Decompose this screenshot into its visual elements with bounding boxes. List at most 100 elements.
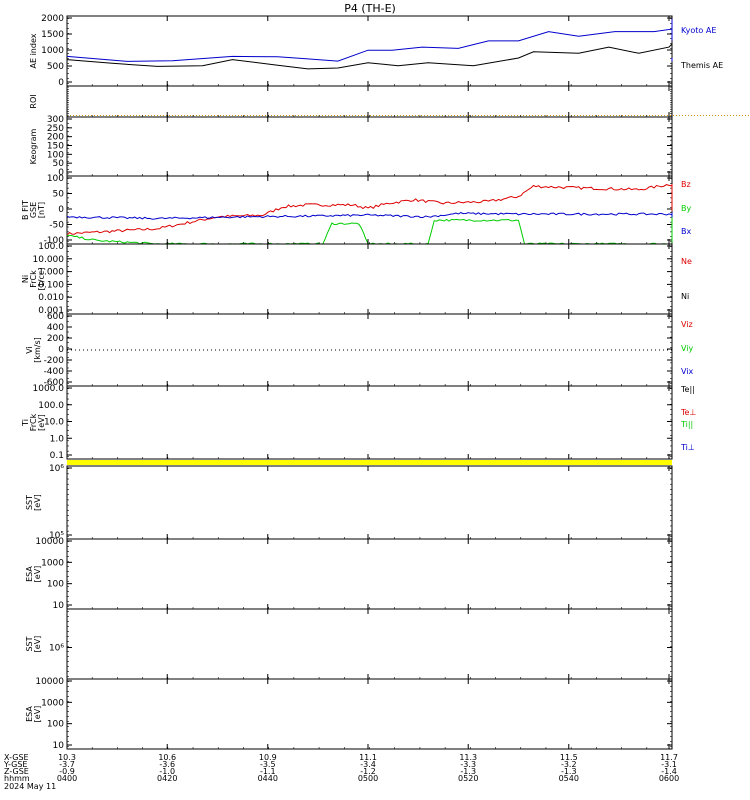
x-axis-row-label: hhmm — [4, 774, 30, 783]
y-tick-label: 100 — [47, 720, 64, 730]
coverage-bar — [67, 460, 672, 465]
panel-frame — [66, 175, 673, 245]
y-tick-label: 400 — [47, 323, 64, 333]
panel-esa1: ESA [eV] 10000 1000 100 10 — [25, 537, 673, 611]
y-tick-label: 0.001 — [38, 306, 64, 316]
y-tick-label: -600 — [44, 378, 65, 388]
y-tick-label: -100 — [44, 236, 65, 246]
y-tick-label: 100.0 — [38, 401, 64, 411]
x-tick-label: 11.7 — [660, 753, 678, 762]
x-tick-label: 0400 — [57, 774, 77, 783]
panel-frame — [66, 385, 673, 460]
y-axis-label: Ti — [21, 419, 30, 427]
series-line-by — [66, 216, 673, 245]
panel-frame — [66, 465, 673, 540]
panel-ni: Ni FrCk [1/cc]100.010.0001.0000.1000.0100.… — [21, 242, 692, 316]
y-axis-label: SST — [25, 636, 34, 651]
y-tick-label: 2000 — [41, 14, 64, 24]
x-tick-label: 11.5 — [560, 753, 578, 762]
panel-roi: ROI — [29, 85, 750, 118]
x-tick-label: -1.4 — [661, 767, 677, 776]
x-tick-label: -3.4 — [360, 760, 376, 769]
y-axis-label: [eV] — [37, 414, 46, 431]
y-axis-label: [km/s] — [33, 337, 42, 363]
y-axis-label: AE index — [29, 33, 38, 68]
y-tick-label: 100.0 — [38, 242, 64, 252]
x-tick-label: 10.6 — [158, 753, 176, 762]
panel-sst1: SST [eV] 10⁶ 10⁵ — [25, 464, 673, 541]
panel-frame — [66, 243, 673, 315]
series-line-themis-ae — [66, 40, 673, 70]
y-tick-label: -200 — [44, 356, 65, 366]
y-axis-label: [eV] — [33, 566, 42, 583]
y-tick-label: 10.0 — [44, 418, 64, 428]
x-tick-label: 0500 — [358, 774, 378, 783]
y-axis-label: [nT] — [37, 202, 46, 218]
x-tick-label: -3.2 — [561, 760, 577, 769]
y-axis-label: ROI — [29, 94, 38, 108]
y-tick-label: 300 — [47, 115, 64, 125]
y-axis-label: Ni — [21, 275, 30, 283]
y-axis-label: FrCk — [29, 413, 38, 431]
y-tick-label: 10000 — [35, 537, 64, 547]
x-tick-label: -1.0 — [159, 767, 175, 776]
y-axis-label: FrCk — [29, 270, 38, 288]
panel-frame — [66, 678, 673, 750]
y-tick-label: 100 — [47, 150, 64, 160]
y-tick-label: 200 — [47, 133, 64, 143]
x-tick-label: 0420 — [157, 774, 177, 783]
x-tick-label: 0540 — [559, 774, 579, 783]
y-axis-label: ESA — [25, 566, 34, 582]
x-tick-label: -1.3 — [460, 767, 476, 776]
x-tick-label: -3.6 — [159, 760, 175, 769]
legend-label: By — [681, 204, 691, 213]
y-tick-label: 1000 — [41, 698, 64, 708]
y-tick-label: 10 — [53, 741, 65, 751]
y-tick-label: 10⁶ — [49, 644, 64, 654]
y-tick-label: 1000 — [41, 558, 64, 568]
legend-label: Te|| — [680, 385, 695, 394]
y-tick-label: 1000 — [41, 46, 64, 56]
legend-label: Ti|| — [680, 420, 693, 429]
series-line-kyoto-ae — [66, 19, 673, 62]
y-axis-label: ESA — [25, 706, 34, 722]
y-tick-label: 0.1 — [50, 451, 64, 461]
x-tick-label: 10.3 — [58, 753, 76, 762]
legend-label: Bz — [681, 180, 691, 189]
y-tick-label: 0 — [58, 168, 64, 178]
x-tick-label: -3.3 — [460, 760, 476, 769]
y-tick-label: 100 — [47, 580, 64, 590]
y-tick-label: 50 — [53, 159, 65, 169]
y-tick-label: 0 — [58, 78, 64, 88]
y-tick-label: 150 — [47, 142, 64, 152]
panel-frame — [66, 313, 673, 387]
y-tick-label: 10⁶ — [49, 464, 64, 474]
x-tick-label: -3.7 — [59, 760, 75, 769]
series-line-bx — [66, 212, 673, 220]
y-tick-label: 0 — [58, 205, 64, 215]
y-tick-label: 10000 — [35, 677, 64, 687]
panel-frame — [66, 15, 673, 87]
x-tick-label: -3.1 — [661, 760, 677, 769]
y-tick-label: 100 — [47, 174, 64, 184]
panel-bfield: B FIT GSE [nT] 100 50 0 -50 -100 Bz By Bx — [21, 174, 691, 246]
y-tick-label: -400 — [44, 367, 65, 377]
x-tick-label: -1.2 — [360, 767, 376, 776]
x-axis-row-label: 2024 May 11 — [4, 782, 56, 791]
y-tick-label: 600 — [47, 312, 64, 322]
legend-label: Ni — [681, 292, 689, 301]
legend-label: Te⊥ — [680, 408, 696, 417]
x-tick-label: 0520 — [458, 774, 478, 783]
y-axis-label: [1/cc] — [37, 268, 46, 291]
legend-label: Viy — [681, 344, 694, 353]
legend-label: Viz — [681, 320, 693, 329]
panel-ti: Ti FrCk [eV] 1000.0 100.0 10.0 1.0 0.1 Te|| Te⊥ Ti… — [21, 384, 696, 461]
y-tick-label: 1000.0 — [33, 384, 65, 394]
y-tick-label: 250 — [47, 124, 64, 134]
y-axis-label: [eV] — [33, 636, 42, 653]
y-axis-label: [eV] — [33, 706, 42, 723]
y-tick-label: 1.000 — [38, 268, 64, 278]
y-tick-label: 1500 — [41, 30, 64, 40]
